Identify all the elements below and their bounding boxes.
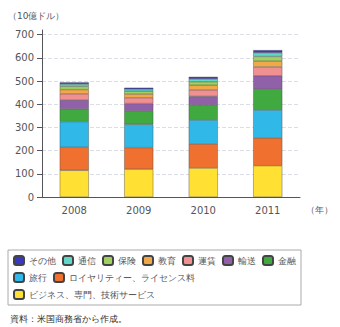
- svg-text:（10億ドル）: （10億ドル）: [8, 11, 64, 21]
- svg-text:2008: 2008: [62, 205, 87, 216]
- svg-text:その他: その他: [29, 256, 56, 266]
- svg-text:資料：米国商務省から作成。: 資料：米国商務省から作成。: [10, 314, 127, 324]
- svg-text:100: 100: [15, 168, 34, 179]
- svg-text:0: 0: [28, 192, 34, 203]
- svg-text:ロイヤリティー、ライセンス料: ロイヤリティー、ライセンス料: [69, 273, 195, 283]
- svg-text:運賃: 運賃: [198, 256, 216, 266]
- svg-text:400: 400: [15, 99, 34, 110]
- svg-text:輸送: 輸送: [238, 256, 256, 266]
- svg-text:300: 300: [15, 122, 34, 133]
- svg-text:通信: 通信: [78, 256, 96, 266]
- svg-text:2010: 2010: [191, 205, 216, 216]
- svg-text:200: 200: [15, 145, 34, 156]
- svg-text:600: 600: [15, 52, 34, 63]
- svg-text:金融: 金融: [278, 256, 296, 266]
- svg-text:ビジネス、専門、技術サービス: ビジネス、専門、技術サービス: [29, 290, 155, 300]
- svg-text:500: 500: [15, 76, 34, 87]
- svg-text:教育: 教育: [158, 256, 176, 266]
- svg-text:2009: 2009: [126, 205, 151, 216]
- svg-text:保険: 保険: [118, 256, 136, 266]
- svg-text:700: 700: [15, 29, 34, 40]
- svg-text:2011: 2011: [255, 205, 280, 216]
- svg-text:（年）: （年）: [306, 205, 333, 215]
- svg-text:旅行: 旅行: [29, 273, 47, 283]
